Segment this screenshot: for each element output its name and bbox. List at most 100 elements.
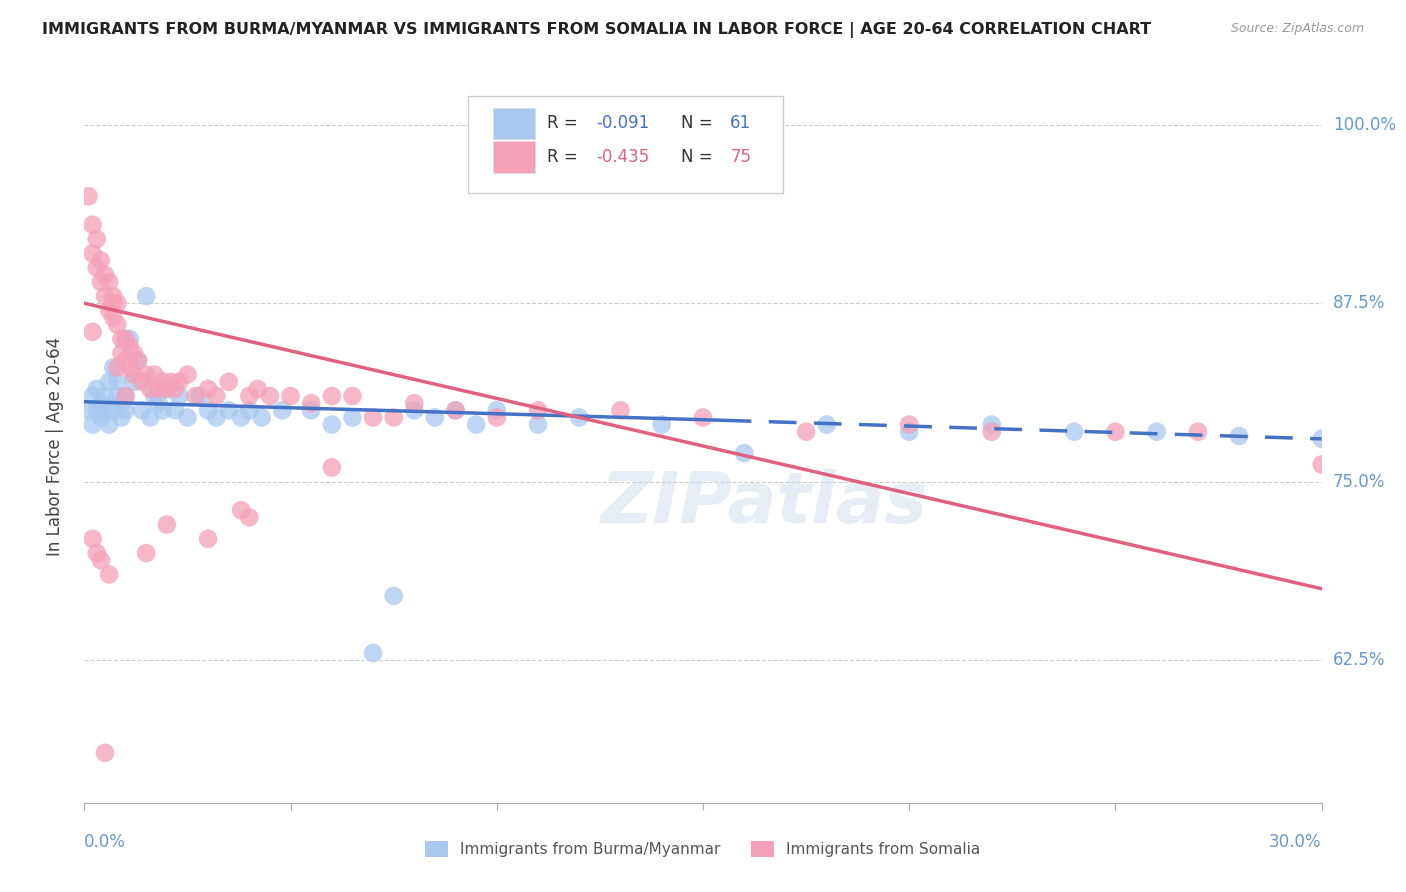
Point [103,403,125,417]
Point [90,410,112,425]
Point [139,382,162,396]
Point [148,382,170,396]
Point [82,389,104,403]
Point [238,389,260,403]
Point [271,403,294,417]
Point [86,403,108,417]
Y-axis label: In Labor Force | Age 20-64: In Labor Force | Age 20-64 [45,336,63,556]
Point [165,403,187,417]
Point [167,389,190,403]
Point [361,410,384,425]
Point [110,410,132,425]
Text: 75.0%: 75.0% [1333,473,1385,491]
Point [176,410,198,425]
Point [82,532,104,546]
Point [135,289,157,303]
Point [205,389,228,403]
Point [98,417,121,432]
Point [465,417,488,432]
Point [197,403,219,417]
Point [205,410,228,425]
Point [527,417,550,432]
Point [165,382,187,396]
Point [342,410,364,425]
Point [90,253,112,268]
Point [98,375,121,389]
Point [118,360,141,375]
Point [299,396,322,410]
Point [404,396,426,410]
Text: N =: N = [681,114,717,132]
Text: ZIPatlas: ZIPatlas [602,468,928,538]
Point [86,232,108,246]
Point [299,403,322,417]
Point [103,360,125,375]
Point [259,389,281,403]
Point [127,353,149,368]
Point [82,218,104,232]
Point [135,368,157,382]
Point [110,396,132,410]
Point [90,275,112,289]
Point [404,403,426,417]
Point [94,289,117,303]
Text: R =: R = [547,148,583,166]
Point [86,382,108,396]
Point [94,268,117,282]
Point [77,403,100,417]
Point [485,410,508,425]
Point [131,403,153,417]
Point [105,296,128,310]
Point [114,403,136,417]
Point [98,275,121,289]
Point [114,353,136,368]
Text: 62.5%: 62.5% [1333,651,1385,669]
Text: 75: 75 [730,148,751,166]
Point [692,410,714,425]
Point [527,403,550,417]
Point [156,382,179,396]
Point [135,546,157,560]
Point [184,389,207,403]
Point [143,389,166,403]
Point [980,425,1002,439]
Text: R =: R = [547,114,583,132]
Point [238,403,260,417]
Point [118,339,141,353]
FancyBboxPatch shape [492,141,534,173]
Point [156,517,179,532]
Point [82,246,104,260]
Point [218,403,240,417]
Point [94,389,117,403]
Point [94,746,117,760]
Point [77,189,100,203]
Point [148,396,170,410]
Point [90,396,112,410]
Point [176,368,198,382]
Point [105,389,128,403]
Text: 61: 61 [730,114,751,132]
Point [118,332,141,346]
FancyBboxPatch shape [492,108,534,139]
Point [131,375,153,389]
Point [110,332,132,346]
Point [815,417,838,432]
Point [382,410,405,425]
Point [82,417,104,432]
Point [485,403,508,417]
Point [94,403,117,417]
Point [1104,425,1126,439]
Point [197,532,219,546]
Point [90,553,112,567]
Point [127,353,149,368]
Point [238,510,260,524]
Point [114,389,136,403]
Point [382,589,405,603]
Point [280,389,302,403]
Point [444,403,467,417]
Point [218,375,240,389]
Point [1146,425,1168,439]
Point [444,403,467,417]
Point [342,389,364,403]
Point [898,425,921,439]
